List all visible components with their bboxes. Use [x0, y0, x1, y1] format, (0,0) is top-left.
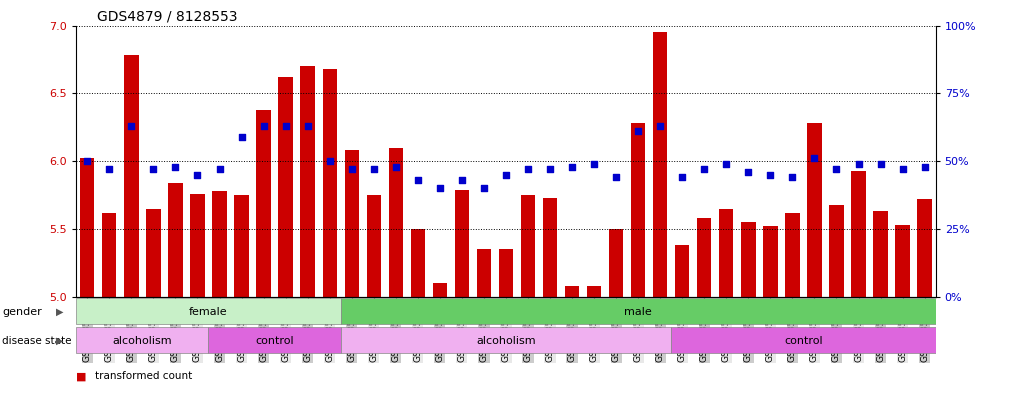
Bar [851, 171, 865, 297]
Text: disease state: disease state [2, 336, 71, 346]
Bar [587, 286, 601, 297]
Point [145, 166, 162, 173]
Bar [917, 199, 932, 297]
Point [850, 161, 866, 167]
Point [873, 161, 889, 167]
Point [718, 161, 734, 167]
Bar [741, 222, 756, 297]
Point [895, 166, 911, 173]
Bar [102, 213, 117, 297]
Text: control: control [255, 336, 294, 346]
Text: ▶: ▶ [56, 307, 63, 317]
Point [189, 171, 205, 178]
Text: alcoholism: alcoholism [113, 336, 172, 346]
Bar [213, 191, 227, 297]
Point [123, 123, 139, 129]
Bar [874, 211, 888, 297]
Point [763, 171, 779, 178]
Point [652, 123, 668, 129]
Text: male: male [624, 307, 652, 317]
Text: transformed count: transformed count [95, 371, 192, 382]
Point [387, 163, 404, 170]
Bar [341, 327, 671, 353]
Point [916, 163, 933, 170]
Bar [76, 298, 341, 324]
Bar [341, 298, 936, 324]
Bar [345, 150, 359, 297]
Bar [697, 218, 712, 297]
Bar [498, 249, 514, 297]
Bar [543, 198, 557, 297]
Point [431, 185, 447, 191]
Bar [564, 286, 580, 297]
Bar [432, 283, 447, 297]
Text: ▶: ▶ [56, 336, 63, 346]
Text: female: female [189, 307, 228, 317]
Bar [631, 123, 646, 297]
Text: GDS4879 / 8128553: GDS4879 / 8128553 [97, 10, 237, 24]
Bar [279, 77, 293, 297]
Bar [168, 183, 183, 297]
Bar [653, 32, 667, 297]
Point [608, 174, 624, 180]
Point [299, 123, 315, 129]
Bar [411, 229, 425, 297]
Point [498, 171, 514, 178]
Point [631, 128, 647, 134]
Point [102, 166, 117, 173]
Bar [671, 327, 936, 353]
Point [476, 185, 492, 191]
Bar [300, 66, 315, 297]
Bar [807, 123, 822, 297]
Bar [895, 225, 910, 297]
Bar [719, 209, 733, 297]
Point [410, 177, 426, 183]
Point [79, 158, 96, 164]
Point [454, 177, 470, 183]
Point [167, 163, 184, 170]
Bar [234, 195, 249, 297]
Bar [521, 195, 535, 297]
Point [366, 166, 382, 173]
Text: alcoholism: alcoholism [476, 336, 536, 346]
Point [212, 166, 228, 173]
Point [321, 158, 338, 164]
Point [234, 134, 250, 140]
Point [784, 174, 800, 180]
Bar [609, 229, 623, 297]
Bar [208, 327, 341, 353]
Bar [366, 195, 381, 297]
Bar [477, 249, 491, 297]
Bar [256, 110, 271, 297]
Text: gender: gender [2, 307, 42, 317]
Bar [455, 189, 469, 297]
Bar [146, 209, 161, 297]
Point [674, 174, 691, 180]
Bar [124, 55, 138, 297]
Bar [322, 69, 337, 297]
Point [563, 163, 580, 170]
Text: ■: ■ [76, 371, 86, 382]
Bar [829, 204, 844, 297]
Point [542, 166, 558, 173]
Point [278, 123, 294, 129]
Bar [388, 148, 403, 297]
Bar [80, 158, 95, 297]
Bar [785, 213, 799, 297]
Point [344, 166, 360, 173]
Point [255, 123, 272, 129]
Bar [190, 194, 204, 297]
Text: control: control [784, 336, 823, 346]
Point [829, 166, 845, 173]
Point [806, 155, 823, 162]
Bar [763, 226, 778, 297]
Point [586, 161, 602, 167]
Point [740, 169, 757, 175]
Point [520, 166, 536, 173]
Bar [675, 245, 690, 297]
Bar [76, 327, 208, 353]
Point [697, 166, 713, 173]
